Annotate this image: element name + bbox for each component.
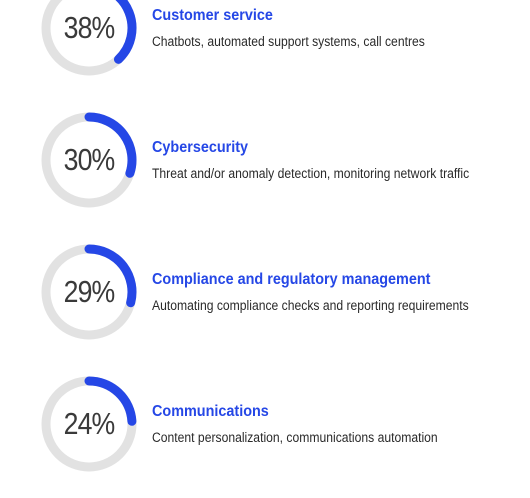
category-description: Chatbots, automated support systems, cal…: [152, 34, 425, 49]
chart-row-communications: 24% Communications Content personalizati…: [0, 366, 530, 498]
donut-svg: [41, 112, 137, 208]
donut-svg: [41, 244, 137, 340]
percent-label: 30%: [63, 142, 116, 177]
percent-label: 38%: [63, 10, 116, 45]
chart-row-compliance: 29% Compliance and regulatory management…: [0, 234, 530, 366]
category-title: Compliance and regulatory management: [152, 271, 431, 288]
donut-arc-customer-service: [113, 0, 137, 64]
category-title: Communications: [152, 403, 269, 420]
category-title: Customer service: [152, 7, 273, 24]
category-description: Automating compliance checks and reporti…: [152, 298, 469, 313]
category-title: Cybersecurity: [152, 139, 249, 156]
percent-label: 29%: [63, 274, 116, 309]
donut-svg: [41, 0, 137, 76]
donut-arc-cybersecurity: [84, 112, 137, 178]
chart-row-customer-service: 38% Customer service Chatbots, automated…: [0, 0, 530, 102]
donut-arc-compliance: [84, 244, 137, 308]
category-description: Threat and/or anomaly detection, monitor…: [152, 166, 470, 181]
donut-arc-communications: [84, 376, 137, 426]
donut-cybersecurity: 30%: [39, 110, 139, 210]
percent-label: 24%: [63, 406, 116, 441]
donut-communications: 24%: [39, 374, 139, 474]
donut-chart-list: 38% Customer service Chatbots, automated…: [0, 0, 530, 472]
donut-compliance: 29%: [39, 242, 139, 342]
donut-customer-service: 38%: [39, 0, 139, 78]
chart-row-cybersecurity: 30% Cybersecurity Threat and/or anomaly …: [0, 102, 530, 234]
category-description: Content personalization, communications …: [152, 430, 438, 445]
